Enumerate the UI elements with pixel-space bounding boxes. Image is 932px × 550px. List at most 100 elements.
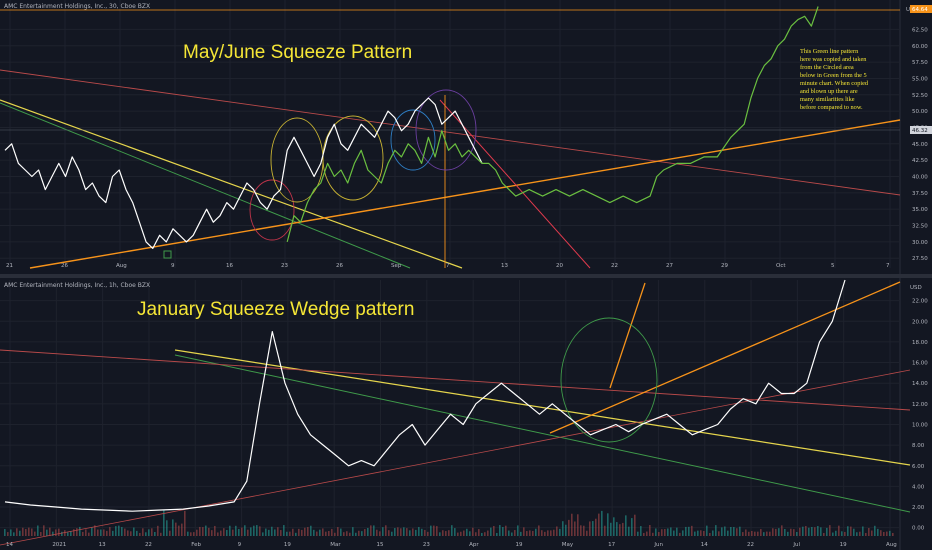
- volume-bar: [211, 530, 213, 536]
- volume-bar: [394, 528, 396, 536]
- volume-bar: [529, 530, 531, 536]
- volume-bar: [121, 527, 123, 536]
- x-tick-label: Apr: [469, 542, 479, 548]
- volume-bar: [697, 530, 699, 536]
- volume-bar: [322, 528, 324, 536]
- x-tick-label: 14: [6, 542, 13, 548]
- y-tick-label: 20.00: [912, 319, 928, 325]
- volume-bar: [652, 532, 654, 536]
- volume-bar: [724, 526, 726, 536]
- volume-bar: [451, 525, 453, 536]
- volume-bar: [823, 532, 825, 536]
- volume-bar: [139, 532, 141, 536]
- volume-bar: [622, 522, 624, 536]
- volume-bar: [541, 530, 543, 536]
- volume-bar: [889, 530, 891, 536]
- volume-bar: [328, 530, 330, 536]
- volume-bar: [292, 528, 294, 536]
- volume-bar: [364, 529, 366, 536]
- y-tick-label: 8.00: [912, 443, 925, 449]
- volume-bar: [43, 525, 45, 536]
- marker-box: [163, 250, 172, 259]
- note-line: many similarities like: [800, 96, 855, 103]
- x-tick-label: 7: [886, 263, 890, 269]
- volume-bar: [550, 530, 552, 536]
- trend-line: [0, 369, 911, 546]
- volume-bar: [361, 531, 363, 536]
- trend-line: [0, 69, 901, 196]
- volume-bar: [265, 528, 267, 536]
- volume-bar: [253, 525, 255, 536]
- volume-bar: [433, 525, 435, 536]
- volume-bar: [106, 530, 108, 536]
- volume-bar: [661, 529, 663, 536]
- volume-bar: [349, 532, 351, 536]
- volume-bar: [799, 527, 801, 536]
- volume-bar: [73, 529, 75, 536]
- volume-bar: [763, 532, 765, 536]
- x-tick-label: 20: [556, 263, 563, 269]
- trend-line: [0, 349, 911, 411]
- volume-bar: [484, 532, 486, 536]
- volume-bar: [64, 530, 66, 536]
- volume-bar: [631, 518, 633, 536]
- volume-bar: [232, 529, 234, 536]
- volume-bar: [85, 529, 87, 536]
- volume-bar: [457, 532, 459, 536]
- volume-bar: [478, 529, 480, 536]
- volume-bar: [52, 531, 54, 536]
- x-tick-label: Jul: [792, 542, 800, 548]
- volume-bar: [397, 527, 399, 536]
- volume-bar: [571, 513, 573, 536]
- x-tick-label: 19: [284, 542, 291, 548]
- volume-bar: [304, 527, 306, 536]
- volume-bar: [289, 531, 291, 536]
- trend-line: [29, 119, 901, 269]
- volume-bar: [532, 530, 534, 536]
- note-line: here was copied and taken: [800, 56, 867, 63]
- note-line: below in Green from the 5: [800, 72, 867, 79]
- volume-bar: [487, 530, 489, 536]
- volume-bar: [148, 529, 150, 536]
- volume-bar: [100, 529, 102, 536]
- volume-bar: [667, 528, 669, 536]
- volume-bar: [415, 529, 417, 536]
- volume-bar: [79, 526, 81, 536]
- volume-bar: [547, 530, 549, 536]
- volume-bar: [262, 532, 264, 536]
- volume-bar: [388, 530, 390, 536]
- y-tick-label: 40.00: [912, 174, 928, 180]
- volume-bar: [802, 526, 804, 536]
- price-series-line: [286, 6, 819, 243]
- volume-bar: [205, 525, 207, 536]
- volume-bar: [493, 526, 495, 536]
- volume-bar: [865, 532, 867, 536]
- volume-bar: [580, 525, 582, 536]
- volume-bar: [136, 530, 138, 536]
- volume-bar: [520, 531, 522, 536]
- volume-bar: [709, 532, 711, 536]
- volume-bar: [226, 529, 228, 536]
- volume-bar: [649, 525, 651, 536]
- volume-bar: [214, 525, 216, 536]
- volume-bar: [169, 530, 171, 536]
- volume-bar: [796, 532, 798, 536]
- volume-bar: [535, 528, 537, 536]
- volume-bar: [151, 528, 153, 536]
- volume-bar: [730, 526, 732, 536]
- volume-bar: [760, 529, 762, 536]
- volume-bar: [832, 532, 834, 536]
- volume-bar: [94, 525, 96, 536]
- volume-bar: [463, 530, 465, 536]
- x-tick-label: 13: [501, 263, 508, 269]
- volume-bar: [34, 531, 36, 536]
- x-tick-label: 7: [446, 263, 450, 269]
- volume-bar: [805, 526, 807, 536]
- volume-bar: [808, 527, 810, 536]
- volume-bar: [13, 532, 15, 536]
- volume-bar: [610, 522, 612, 536]
- volume-bar: [340, 528, 342, 536]
- volume-bar: [445, 531, 447, 536]
- volume-bar: [274, 529, 276, 536]
- volume-bar: [460, 531, 462, 536]
